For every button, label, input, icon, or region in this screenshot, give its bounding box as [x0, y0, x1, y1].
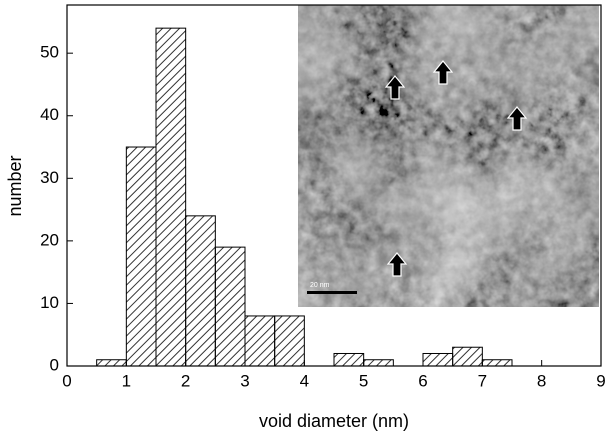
x-tick-label: 1 — [122, 371, 131, 390]
bar — [422, 352, 454, 367]
axes-frame — [66, 4, 602, 367]
scale-bar — [307, 291, 357, 294]
x-tick-label: 6 — [418, 371, 427, 390]
arrow — [384, 75, 406, 100]
x-tick-label: 9 — [596, 371, 605, 390]
scale-bar-label: 20 nm — [310, 282, 330, 289]
y-tick-label: 0 — [50, 355, 59, 374]
bar — [214, 246, 246, 367]
x-tick-label: 2 — [181, 371, 190, 390]
x-tick-label: 8 — [537, 371, 546, 390]
bar — [274, 315, 305, 367]
bar — [155, 27, 187, 367]
bar — [125, 146, 157, 367]
bar — [481, 359, 513, 367]
arrows — [384, 60, 528, 277]
bar — [185, 215, 216, 367]
y-tick-label: 20 — [40, 230, 59, 249]
x-tick-label: 3 — [240, 371, 249, 390]
bar — [244, 315, 276, 367]
y-axis-label: number — [5, 155, 25, 216]
x-tick-label: 7 — [478, 371, 487, 390]
x-tick-label: 0 — [62, 371, 71, 390]
x-tick-label: 5 — [359, 371, 368, 390]
arrow — [432, 60, 454, 85]
bar — [452, 346, 483, 367]
arrow — [386, 252, 408, 277]
plot-area — [96, 27, 513, 367]
y-tick-label: 40 — [40, 105, 59, 124]
bar — [363, 359, 394, 367]
bar — [96, 359, 127, 367]
y-tick-label: 50 — [40, 43, 59, 62]
inset-image: 20 nm — [298, 5, 599, 307]
inset-texture — [298, 5, 599, 307]
x-axis-label: void diameter (nm) — [259, 411, 409, 431]
y-tick-label: 30 — [40, 168, 59, 187]
arrow — [506, 106, 528, 131]
bar — [333, 352, 365, 367]
y-tick-label: 10 — [40, 293, 59, 312]
x-tick-label: 4 — [300, 371, 309, 390]
